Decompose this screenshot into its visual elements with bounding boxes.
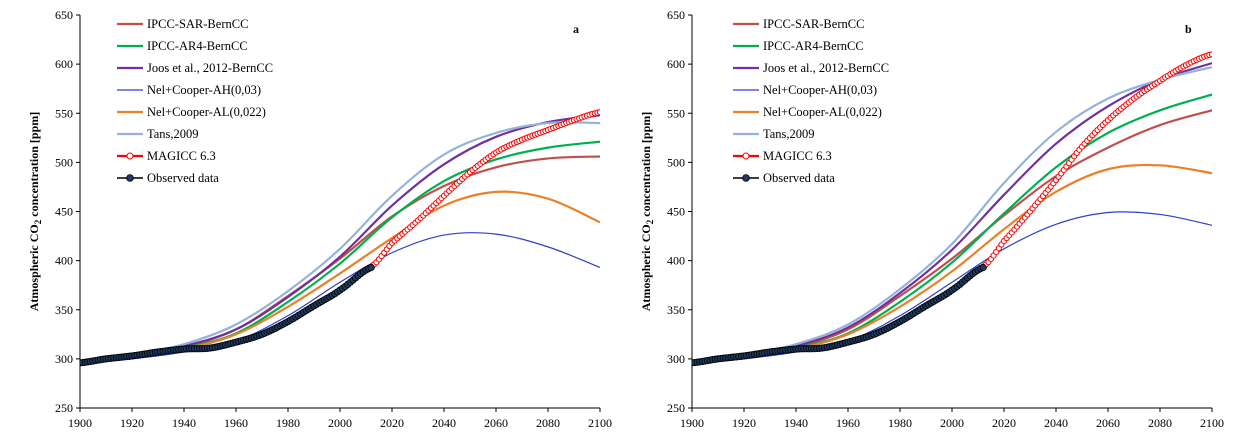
panel-label: a: [573, 22, 579, 36]
legend-label-observed-data: Observed data: [763, 171, 835, 185]
legend-label-nel-cooper-al-0-022: Nel+Cooper-AL(0,022): [763, 105, 882, 119]
data-point-magicc-6-3: [596, 109, 600, 116]
legend-marker-observed-data: [742, 174, 750, 182]
y-tick-label: 450: [55, 205, 73, 219]
series-line-nel-cooper-ah-0-03: [692, 211, 1212, 365]
legend-marker-magicc-6-3: [126, 152, 134, 160]
x-tick-label: 1900: [680, 416, 704, 430]
y-tick-label: 650: [667, 8, 685, 22]
panel-label: b: [1185, 22, 1192, 36]
y-tick-label: 600: [55, 57, 73, 71]
x-tick-label: 1980: [888, 416, 912, 430]
x-tick-label: 1940: [172, 416, 196, 430]
x-tick-label: 1900: [68, 416, 92, 430]
x-tick-label: 1960: [836, 416, 860, 430]
x-tick-label: 2080: [536, 416, 560, 430]
data-point-magicc-6-3: [1208, 51, 1212, 58]
legend-label-ipcc-sar-berncc: IPCC-SAR-BernCC: [763, 17, 864, 31]
x-tick-label: 1920: [732, 416, 756, 430]
x-tick-label: 2040: [1044, 416, 1068, 430]
x-tick-label: 1960: [224, 416, 248, 430]
data-point-observed-data: [367, 263, 375, 272]
y-axis-label: Atmospheric CO2 concentration [ppm]: [27, 112, 43, 312]
legend-marker-magicc-6-3: [742, 152, 750, 160]
legend-label-tans-2009: Tans,2009: [147, 127, 199, 141]
legend: IPCC-SAR-BernCC IPCC-AR4-BernCC Joos et al…: [117, 17, 273, 185]
legend-label-joos-et-al-2012-berncc: Joos et al., 2012-BernCC: [763, 61, 889, 75]
x-tick-label: 2020: [380, 416, 404, 430]
legend-label-nel-cooper-ah-0-03: Nel+Cooper-AH(0,03): [763, 83, 877, 97]
series-line-ipcc-sar-berncc: [80, 155, 600, 364]
y-tick-label: 350: [55, 303, 73, 317]
y-tick-label: 600: [667, 57, 685, 71]
legend-label-nel-cooper-al-0-022: Nel+Cooper-AL(0,022): [147, 105, 266, 119]
y-tick-label: 300: [667, 352, 685, 366]
x-tick-label: 2060: [484, 416, 508, 430]
y-tick-label: 650: [55, 8, 73, 22]
legend-marker-observed-data: [126, 174, 134, 182]
series-line-magicc-6-3: [982, 53, 1212, 268]
x-tick-label: 2100: [1200, 416, 1224, 430]
x-tick-label: 2100: [588, 416, 612, 430]
legend-label-nel-cooper-ah-0-03: Nel+Cooper-AH(0,03): [147, 83, 261, 97]
y-tick-label: 350: [667, 303, 685, 317]
plot-area: [692, 51, 1212, 367]
y-tick-label: 450: [667, 205, 685, 219]
plot-area: [80, 109, 600, 367]
x-tick-label: 2040: [432, 416, 456, 430]
legend-label-observed-data: Observed data: [147, 171, 219, 185]
legend-label-joos-et-al-2012-berncc: Joos et al., 2012-BernCC: [147, 61, 273, 75]
data-point-observed-data: [979, 263, 987, 272]
y-tick-label: 500: [667, 155, 685, 169]
series-line-nel-cooper-ah-0-03: [80, 232, 600, 365]
x-tick-label: 2000: [328, 416, 352, 430]
x-tick-label: 2000: [940, 416, 964, 430]
x-tick-label: 2080: [1148, 416, 1172, 430]
legend-label-tans-2009: Tans,2009: [763, 127, 815, 141]
legend-label-magicc-6-3: MAGICC 6.3: [147, 149, 216, 163]
y-tick-label: 400: [667, 254, 685, 268]
y-tick-label: 250: [55, 401, 73, 415]
x-tick-label: 1940: [784, 416, 808, 430]
x-tick-label: 2020: [992, 416, 1016, 430]
y-tick-label: 500: [55, 155, 73, 169]
chart-panel-b: 250 300 350 400 450 500 550 600 650 1900 1920 1940 1…: [639, 8, 1224, 430]
legend: IPCC-SAR-BernCC IPCC-AR4-BernCC Joos et al…: [733, 17, 889, 185]
y-tick-label: 250: [667, 401, 685, 415]
series-line-nel-cooper-al-0-022: [80, 190, 600, 364]
legend-label-ipcc-ar4-berncc: IPCC-AR4-BernCC: [763, 39, 864, 53]
chart-panel-a: 250 300 350 400 450 500 550 600 650 1900 1920 1940 1…: [27, 8, 612, 430]
y-tick-label: 550: [55, 106, 73, 120]
x-tick-label: 2060: [1096, 416, 1120, 430]
x-tick-label: 1980: [276, 416, 300, 430]
x-tick-label: 1920: [120, 416, 144, 430]
y-tick-label: 550: [667, 106, 685, 120]
y-tick-label: 400: [55, 254, 73, 268]
legend-label-ipcc-ar4-berncc: IPCC-AR4-BernCC: [147, 39, 248, 53]
legend-label-ipcc-sar-berncc: IPCC-SAR-BernCC: [147, 17, 248, 31]
y-axis-label: Atmospheric CO2 concentration [ppm]: [639, 112, 655, 312]
legend-label-magicc-6-3: MAGICC 6.3: [763, 149, 832, 163]
y-tick-label: 300: [55, 352, 73, 366]
